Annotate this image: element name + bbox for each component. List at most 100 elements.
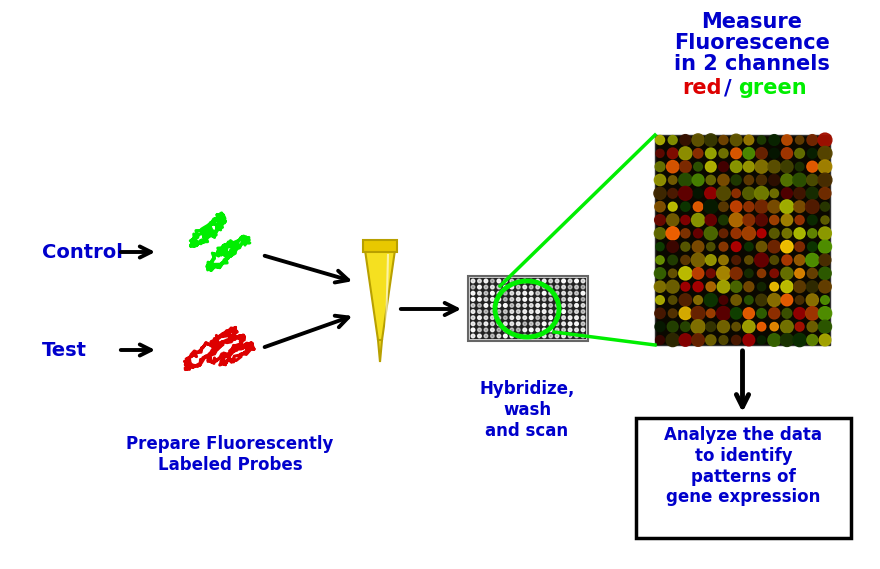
Circle shape [542, 322, 546, 325]
Circle shape [536, 304, 539, 307]
Circle shape [497, 304, 501, 307]
Circle shape [655, 228, 665, 239]
Circle shape [530, 334, 533, 338]
Circle shape [568, 328, 572, 332]
Circle shape [808, 229, 817, 238]
Circle shape [807, 135, 818, 145]
Circle shape [691, 307, 705, 320]
Circle shape [770, 216, 779, 225]
Circle shape [706, 175, 715, 185]
Circle shape [549, 310, 553, 314]
Circle shape [555, 316, 559, 319]
Circle shape [575, 298, 578, 301]
Circle shape [767, 294, 781, 307]
Circle shape [491, 316, 495, 319]
Circle shape [491, 279, 495, 283]
Circle shape [818, 146, 832, 160]
Circle shape [478, 304, 481, 307]
Circle shape [757, 175, 766, 185]
Circle shape [781, 241, 793, 253]
Circle shape [754, 187, 768, 200]
Circle shape [523, 316, 526, 319]
Circle shape [484, 298, 488, 301]
Circle shape [471, 328, 475, 332]
Circle shape [755, 160, 768, 173]
Circle shape [654, 187, 666, 199]
Circle shape [679, 294, 692, 306]
Circle shape [744, 135, 753, 145]
Circle shape [478, 285, 481, 289]
Circle shape [719, 336, 728, 344]
Circle shape [806, 294, 818, 306]
Circle shape [719, 242, 728, 251]
Circle shape [770, 269, 779, 278]
Circle shape [549, 291, 553, 295]
Circle shape [693, 229, 702, 238]
Circle shape [691, 253, 705, 267]
Circle shape [497, 316, 501, 319]
Circle shape [517, 298, 520, 301]
Circle shape [655, 201, 665, 212]
Circle shape [549, 328, 553, 332]
Circle shape [705, 215, 716, 226]
Circle shape [756, 147, 767, 159]
Circle shape [510, 310, 514, 314]
Circle shape [719, 215, 729, 225]
Circle shape [523, 310, 526, 314]
Circle shape [497, 279, 501, 283]
Circle shape [471, 316, 475, 319]
Circle shape [679, 307, 692, 320]
Circle shape [503, 285, 507, 289]
Circle shape [808, 149, 818, 158]
Circle shape [693, 241, 704, 253]
Circle shape [471, 291, 475, 295]
Circle shape [497, 334, 501, 338]
Circle shape [781, 135, 792, 145]
Circle shape [755, 200, 768, 213]
Circle shape [536, 328, 539, 332]
Circle shape [497, 298, 501, 301]
Circle shape [781, 215, 793, 226]
Circle shape [730, 201, 742, 212]
Circle shape [781, 320, 793, 333]
Circle shape [731, 228, 741, 238]
Circle shape [549, 322, 553, 325]
Circle shape [731, 175, 741, 185]
Circle shape [581, 322, 585, 325]
Circle shape [756, 294, 767, 306]
Circle shape [782, 308, 792, 318]
Circle shape [656, 149, 664, 158]
Circle shape [768, 241, 781, 253]
Circle shape [744, 201, 754, 212]
Circle shape [757, 308, 766, 318]
Circle shape [523, 328, 526, 332]
Circle shape [693, 149, 703, 158]
Text: Test: Test [42, 340, 87, 360]
Circle shape [743, 214, 755, 226]
Circle shape [568, 291, 572, 295]
Circle shape [478, 316, 481, 319]
Circle shape [770, 323, 779, 331]
Circle shape [706, 322, 715, 332]
Circle shape [754, 253, 768, 267]
Circle shape [471, 279, 475, 283]
Circle shape [536, 334, 539, 338]
Text: Analyze the data
to identify
patterns of
gene expression: Analyze the data to identify patterns of… [664, 426, 823, 506]
Circle shape [484, 310, 488, 314]
Circle shape [807, 174, 818, 185]
Circle shape [575, 316, 578, 319]
Circle shape [536, 310, 539, 314]
Circle shape [719, 135, 728, 145]
Circle shape [561, 310, 565, 314]
Circle shape [575, 322, 578, 325]
Circle shape [536, 279, 539, 283]
Circle shape [503, 298, 507, 301]
Circle shape [805, 307, 819, 320]
Circle shape [821, 216, 829, 224]
Circle shape [555, 298, 559, 301]
Circle shape [655, 321, 665, 332]
Circle shape [678, 187, 693, 200]
Circle shape [561, 316, 565, 319]
Circle shape [561, 322, 565, 325]
Circle shape [716, 307, 730, 320]
